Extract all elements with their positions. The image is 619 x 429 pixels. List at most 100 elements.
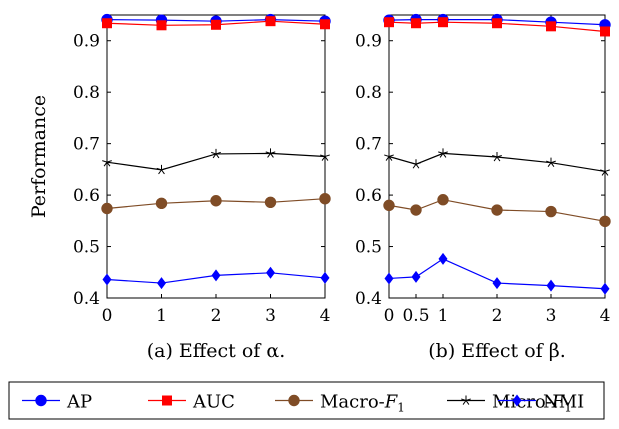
legend-marker bbox=[288, 394, 300, 407]
y-tick-label: 0.7 bbox=[355, 135, 382, 155]
panel-caption: (a) Effect of α. bbox=[147, 340, 286, 362]
plot-frame bbox=[106, 14, 326, 299]
legend-label: AUC bbox=[192, 392, 235, 413]
series-nmi bbox=[384, 252, 610, 295]
x-tick-label: 4 bbox=[600, 306, 611, 326]
series-line bbox=[388, 258, 606, 290]
legend-item-micro: Micro-F1 bbox=[447, 392, 572, 415]
legend-marker bbox=[162, 395, 172, 406]
x-tick-label: 0 bbox=[102, 306, 113, 326]
data-point bbox=[411, 159, 421, 169]
y-tick-label: 0.9 bbox=[73, 32, 100, 52]
series-auc bbox=[102, 16, 330, 31]
series-line bbox=[106, 152, 326, 171]
series-micro-f1 bbox=[102, 148, 330, 175]
data-point bbox=[438, 17, 448, 28]
data-point bbox=[265, 16, 276, 27]
data-point bbox=[264, 196, 277, 208]
y-axis-label: Performance bbox=[28, 95, 50, 218]
data-point bbox=[320, 271, 330, 284]
data-point bbox=[546, 157, 556, 168]
y-tick-label: 0.5 bbox=[355, 238, 382, 258]
data-point bbox=[157, 277, 166, 290]
y-tick-label: 0.8 bbox=[355, 83, 382, 103]
legend-item-auc: AUC bbox=[148, 392, 235, 413]
legend-label: Micro-F1 bbox=[492, 392, 572, 415]
data-point bbox=[410, 204, 422, 216]
data-point bbox=[492, 152, 502, 162]
data-point bbox=[384, 151, 394, 161]
x-tick-label: 2 bbox=[211, 306, 222, 326]
x-tick-label: 3 bbox=[265, 306, 276, 326]
data-point bbox=[265, 148, 276, 158]
data-point bbox=[384, 17, 394, 28]
x-tick-label: 1 bbox=[438, 306, 449, 326]
data-point bbox=[320, 151, 330, 161]
data-point bbox=[156, 20, 167, 31]
y-tick-label: 0.4 bbox=[73, 289, 100, 309]
series-nmi bbox=[102, 266, 330, 290]
data-point bbox=[438, 148, 448, 158]
data-point bbox=[383, 199, 395, 212]
data-point bbox=[491, 204, 503, 216]
data-point bbox=[546, 21, 556, 32]
legend-item-nmi: NMI bbox=[498, 392, 584, 413]
legend-label: NMI bbox=[543, 392, 584, 413]
data-point bbox=[211, 19, 221, 30]
data-point bbox=[319, 192, 331, 205]
x-tick-label: 0.5 bbox=[402, 306, 429, 326]
data-point bbox=[101, 202, 113, 215]
x-tick-label: 1 bbox=[156, 306, 167, 326]
legend-marker bbox=[35, 394, 47, 407]
x-tick-label: 0 bbox=[384, 306, 395, 326]
data-point bbox=[546, 279, 556, 292]
data-point bbox=[210, 195, 222, 207]
legend-item-macro: Macro-F1 bbox=[275, 392, 405, 415]
legend-marker bbox=[461, 395, 471, 405]
data-point bbox=[102, 18, 112, 29]
series-macro-f1 bbox=[101, 192, 331, 215]
data-point bbox=[320, 19, 330, 30]
data-point bbox=[102, 157, 112, 167]
legend-label: Macro-F1 bbox=[320, 392, 405, 415]
y-tick-label: 0.4 bbox=[355, 289, 382, 309]
data-point bbox=[411, 18, 421, 29]
data-point bbox=[384, 272, 394, 285]
series-macro-f1 bbox=[383, 194, 611, 228]
data-point bbox=[492, 18, 502, 29]
data-point bbox=[155, 197, 168, 210]
data-point bbox=[600, 282, 610, 295]
data-point bbox=[437, 194, 449, 206]
panel-beta: 0.4 0.5 0.6 0.7 0.8 0.9 0 0.5 1 2 3 4 (b) Effect of … bbox=[355, 13, 611, 362]
y-tick-label: 0.6 bbox=[73, 186, 100, 206]
y-tick-label: 0.8 bbox=[73, 83, 100, 103]
y-tick-label: 0.7 bbox=[73, 135, 100, 155]
data-point bbox=[599, 215, 611, 228]
x-tick-label: 2 bbox=[492, 306, 503, 326]
data-point bbox=[600, 166, 610, 176]
data-point bbox=[600, 26, 610, 37]
panel-alpha: 0.4 0.5 0.6 0.7 0.8 0.9 0 1 2 3 4 (a) Effect of α. P… bbox=[28, 13, 331, 362]
x-tick-label: 3 bbox=[546, 306, 557, 326]
x-tick-label: 4 bbox=[320, 306, 331, 326]
data-point bbox=[492, 277, 502, 290]
series-micro-f1 bbox=[384, 148, 610, 176]
data-point bbox=[438, 252, 448, 265]
series-auc bbox=[384, 17, 610, 37]
legend-label: AP bbox=[66, 392, 92, 413]
data-point bbox=[211, 148, 221, 159]
y-tick-label: 0.6 bbox=[355, 186, 382, 206]
legend-item-ap: AP bbox=[22, 392, 92, 413]
panel-caption: (b) Effect of β. bbox=[428, 340, 566, 362]
data-point bbox=[266, 266, 275, 279]
y-tick-label: 0.5 bbox=[73, 238, 100, 258]
data-point bbox=[156, 164, 167, 175]
data-point bbox=[545, 205, 557, 218]
data-point bbox=[102, 273, 112, 286]
y-tick-label: 0.9 bbox=[355, 32, 382, 52]
data-point bbox=[411, 270, 421, 283]
data-point bbox=[211, 269, 221, 282]
